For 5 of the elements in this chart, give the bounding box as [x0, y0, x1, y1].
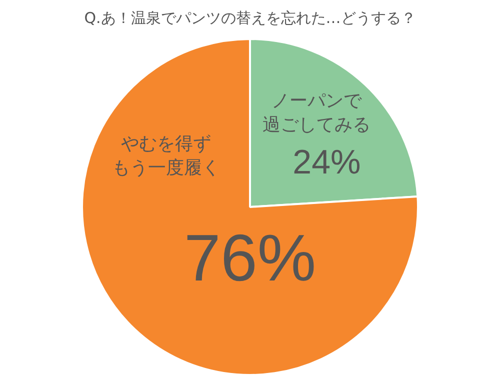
data-label: 24% — [292, 143, 361, 182]
data-label: 76% — [184, 220, 316, 295]
chart-title: Q.あ！温泉でパンツの替えを忘れた…どうする？ — [84, 8, 416, 27]
slice-label: やむを得ずもう一度履く — [112, 133, 220, 178]
slice-label: ノーパンで過ごしてみる — [262, 90, 371, 136]
